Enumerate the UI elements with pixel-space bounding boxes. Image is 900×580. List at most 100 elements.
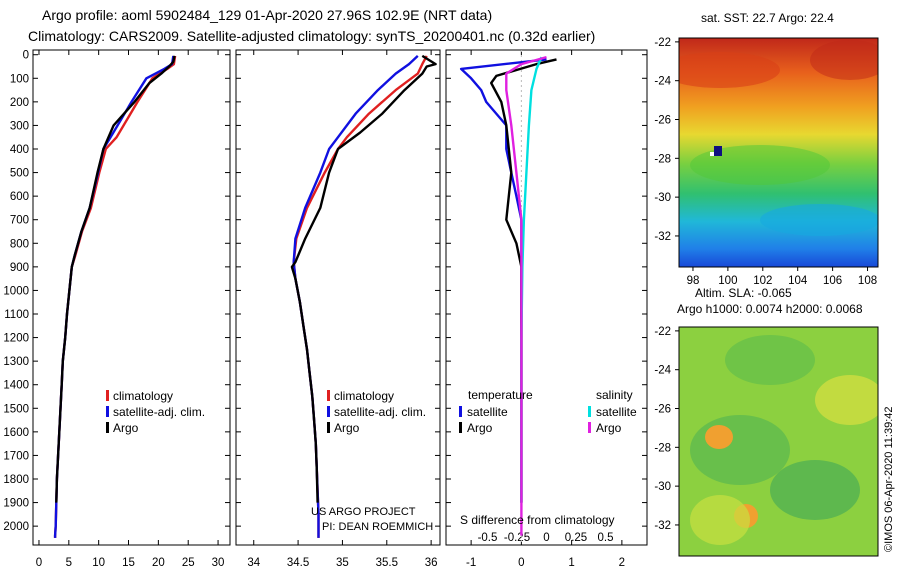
- y-tick-label: 200: [10, 97, 29, 109]
- series-line-salinity-argo: [505, 55, 547, 536]
- legend-swatch-argo: [106, 422, 109, 433]
- y-tick-label: 1700: [3, 450, 29, 462]
- legend-label-temp-satellite: satellite: [467, 405, 508, 419]
- project-credit: US ARGO PROJECT: [311, 506, 416, 518]
- sst-x-tick-label: 108: [858, 275, 877, 287]
- x-tick-label: 30: [212, 557, 225, 569]
- sla-high-patch: [705, 425, 733, 449]
- difference-panel: -1 0 1 2 -0.5 -0.25 0 0.25 0.5 temperature satel…: [445, 49, 648, 569]
- sla-patch: [690, 495, 750, 545]
- sst-y-tick-label: -26: [654, 115, 671, 127]
- sla-y-tick-label: -32: [654, 520, 671, 532]
- y-tick-label: 400: [10, 144, 29, 156]
- temperature-panel: 0100200300400500600700800900100011001200…: [3, 49, 231, 569]
- sla-y-tick-label: -26: [654, 404, 671, 416]
- x-tick-label: 34: [247, 557, 260, 569]
- s-difference-label: S difference from climatology: [460, 513, 615, 527]
- sst-x-tick-label: 98: [687, 275, 700, 287]
- legend-label-salt-satellite: satellite: [596, 405, 637, 419]
- legend-label-satellite-adj: satellite-adj. clim.: [113, 405, 205, 419]
- sst-green-patch: [690, 145, 830, 185]
- y-tick-label: 1900: [3, 498, 29, 510]
- x-tick-label: 10: [92, 557, 105, 569]
- sla-y-tick-label: -22: [654, 326, 671, 338]
- sla-y-tick-label: -30: [654, 481, 671, 493]
- salinity-diff-tick-label: 0.25: [565, 532, 587, 544]
- legend-swatch-satellite-adj: [106, 406, 109, 417]
- sla-patch: [815, 375, 878, 425]
- y-tick-label: 800: [10, 238, 29, 250]
- legend-title-salinity: salinity: [596, 388, 633, 402]
- y-tick-label: 0: [23, 50, 29, 62]
- salinity-diff-tick-label: 0: [543, 532, 549, 544]
- legend-swatch-temp-argo: [459, 422, 462, 433]
- sla-map-frame: [678, 326, 879, 557]
- x-tick-label: 5: [66, 557, 72, 569]
- legend-label-argo: Argo: [334, 421, 360, 435]
- legend-label-climatology: climatology: [334, 389, 394, 403]
- legend-label-temp-argo: Argo: [467, 421, 493, 435]
- y-tick-label: 100: [10, 73, 29, 85]
- x-tick-label: 1: [568, 557, 574, 569]
- legend-swatch-climatology: [106, 390, 109, 401]
- legend-swatch-climatology: [327, 390, 330, 401]
- y-tick-label: 2000: [3, 521, 29, 533]
- sla-y-tick-label: -24: [654, 365, 671, 377]
- sla-map-title-1: Altim. SLA: -0.065: [695, 286, 792, 300]
- y-tick-label: 600: [10, 191, 29, 203]
- sst-y-tick-label: -28: [654, 153, 671, 165]
- y-tick-label: 1000: [3, 285, 29, 297]
- legend-label-satellite-adj: satellite-adj. clim.: [334, 405, 426, 419]
- sst-x-tick-label: 100: [718, 275, 737, 287]
- salinity-legend: climatology satellite-adj. clim. Argo: [327, 389, 426, 435]
- y-tick-label: 300: [10, 120, 29, 132]
- legend-swatch-salt-argo: [588, 422, 591, 433]
- salinity-plot-frame: [235, 49, 441, 546]
- legend-label-salt-argo: Argo: [596, 421, 622, 435]
- sst-y-tick-label: -30: [654, 192, 671, 204]
- pi-credit: PI: DEAN ROEMMICH: [322, 521, 433, 533]
- sst-y-tick-label: -22: [654, 37, 671, 49]
- legend-swatch-satellite-adj: [327, 406, 330, 417]
- salinity-diff-tick-label: 0.5: [598, 532, 614, 544]
- legend-swatch-salt-satellite: [588, 406, 591, 417]
- x-tick-label: 20: [152, 557, 165, 569]
- title-line-2: Climatology: CARS2009. Satellite-adjuste…: [28, 28, 595, 44]
- x-tick-label: 2: [619, 557, 625, 569]
- y-tick-label: 500: [10, 168, 29, 180]
- salinity-panel: 34 34.5 35 35.5 36 climatology satellite-adj…: [235, 49, 441, 569]
- legend-swatch-temp-satellite: [459, 406, 462, 417]
- sst-warm-patch: [810, 40, 878, 80]
- sla-patch: [690, 415, 790, 485]
- sla-map-panel: Altim. SLA: -0.065 Argo h1000: 0.0074 h2…: [654, 286, 879, 557]
- y-tick-label: 1200: [3, 333, 29, 345]
- legend-label-climatology: climatology: [113, 389, 173, 403]
- y-tick-label: 1400: [3, 380, 29, 392]
- x-tick-label: 35: [336, 557, 349, 569]
- sst-y-tick-label: -32: [654, 231, 671, 243]
- x-tick-label: 15: [122, 557, 135, 569]
- sst-map-panel: sat. SST: 22.7 Argo: 22.4 98 100 102 104 106…: [654, 11, 879, 287]
- sst-map-title: sat. SST: 22.7 Argo: 22.4: [701, 11, 834, 25]
- y-tick-label: 1800: [3, 474, 29, 486]
- salinity-diff-tick-label: -0.5: [478, 532, 498, 544]
- x-tick-label: 36: [425, 557, 438, 569]
- x-tick-label: 35.5: [376, 557, 398, 569]
- y-tick-label: 1100: [4, 309, 29, 321]
- sst-cool-patch: [760, 204, 878, 236]
- series-line-argo: [290, 54, 437, 503]
- x-tick-label: 0: [518, 557, 524, 569]
- sst-y-tick-label: -24: [654, 76, 671, 88]
- x-tick-label: 34.5: [287, 557, 309, 569]
- difference-legend: temperature satellite Argo salinity sate…: [459, 388, 637, 435]
- y-tick-label: 900: [10, 262, 29, 274]
- sst-map-frame: [678, 37, 879, 268]
- difference-plot-frame: [445, 49, 648, 546]
- imos-stamp: ©IMOS 06-Apr-2020 11:39:42: [883, 407, 895, 552]
- sst-warm-patch: [679, 52, 780, 88]
- series-line-argo: [55, 55, 176, 503]
- y-tick-label: 1600: [3, 427, 29, 439]
- argo-location-dot: [710, 152, 714, 156]
- y-tick-label: 1300: [3, 356, 29, 368]
